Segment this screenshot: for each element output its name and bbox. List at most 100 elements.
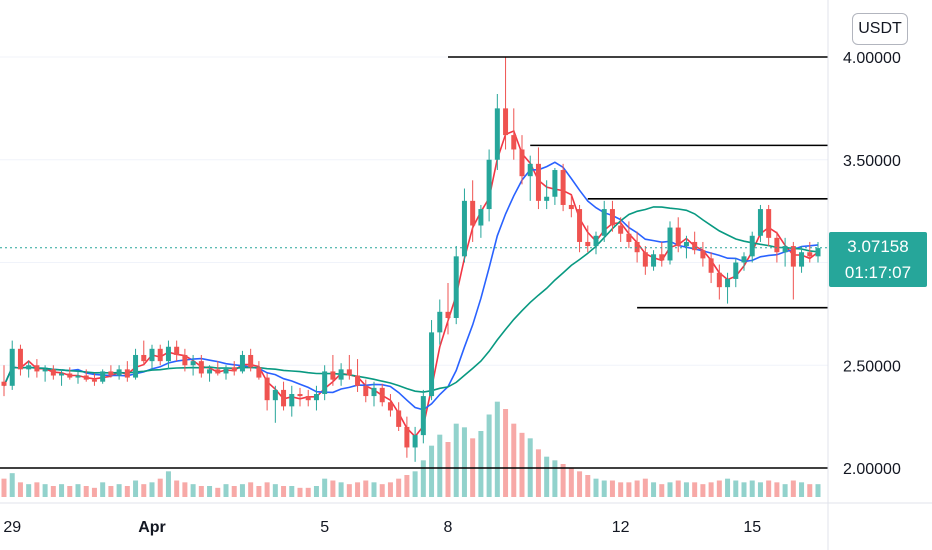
candle-body bbox=[478, 209, 484, 226]
volume-bar bbox=[453, 423, 459, 497]
candle-body bbox=[461, 200, 467, 257]
volume-bar bbox=[782, 484, 788, 497]
volume-bar bbox=[313, 486, 319, 497]
candle-body bbox=[313, 394, 319, 401]
candle-body bbox=[198, 361, 204, 374]
candle-body bbox=[700, 250, 706, 259]
candle-body bbox=[568, 204, 574, 210]
volume-bar bbox=[371, 482, 377, 497]
volume-bars bbox=[1, 401, 821, 497]
volume-bar bbox=[568, 467, 574, 497]
candle-body bbox=[683, 241, 689, 247]
candle-body bbox=[799, 252, 805, 267]
volume-bar bbox=[790, 480, 796, 497]
volume-bar bbox=[124, 486, 130, 497]
candle-body bbox=[782, 246, 788, 253]
candle-body bbox=[17, 348, 23, 370]
volume-bar bbox=[725, 478, 731, 497]
volume-bar bbox=[757, 482, 763, 497]
candle-body bbox=[346, 369, 352, 376]
candle-body bbox=[692, 241, 698, 251]
candle-body bbox=[165, 346, 171, 362]
candle-body bbox=[149, 348, 155, 362]
candle-body bbox=[26, 365, 32, 370]
volume-bar bbox=[322, 478, 328, 497]
currency-selector[interactable]: USDT bbox=[852, 13, 908, 45]
candle-body bbox=[626, 233, 632, 242]
candle-body bbox=[289, 394, 295, 407]
volume-bar bbox=[412, 471, 418, 497]
volume-bar bbox=[272, 484, 278, 497]
volume-bar bbox=[667, 482, 673, 497]
candle-body bbox=[429, 332, 435, 397]
volume-bar bbox=[675, 480, 681, 497]
volume-bar bbox=[503, 409, 509, 497]
candle-body bbox=[535, 163, 541, 201]
time-tick-label: 8 bbox=[444, 519, 453, 536]
candle-body bbox=[593, 235, 599, 247]
volume-bar bbox=[733, 480, 739, 497]
volume-bar bbox=[26, 484, 32, 497]
candle-body bbox=[519, 149, 525, 177]
candle-body bbox=[231, 367, 237, 372]
volume-bar bbox=[50, 486, 56, 497]
volume-bar bbox=[486, 414, 492, 497]
candle-body bbox=[387, 402, 393, 411]
volume-bar bbox=[708, 482, 714, 497]
candle-body bbox=[239, 354, 245, 372]
candle-body bbox=[412, 435, 418, 448]
candle-body bbox=[330, 371, 336, 380]
volume-bar bbox=[651, 482, 657, 497]
volume-bar bbox=[248, 482, 254, 497]
volume-bar bbox=[807, 484, 813, 497]
candle-body bbox=[420, 396, 426, 436]
candle-body bbox=[59, 373, 65, 376]
candle-body bbox=[766, 209, 772, 238]
volume-bar bbox=[618, 482, 624, 497]
volume-bar bbox=[215, 487, 221, 497]
candle-body bbox=[560, 170, 566, 205]
time-tick-label: 5 bbox=[320, 519, 329, 536]
candle-body bbox=[494, 108, 500, 160]
time-tick-label: Apr bbox=[138, 519, 166, 536]
candle-body bbox=[182, 354, 188, 366]
candle-body bbox=[67, 373, 73, 378]
volume-bar bbox=[223, 484, 229, 497]
volume-bar bbox=[519, 432, 525, 497]
candle-body bbox=[363, 385, 369, 397]
price-tick-label: 3.50000 bbox=[843, 153, 901, 170]
candle-body bbox=[124, 369, 130, 378]
candle-body bbox=[815, 248, 821, 257]
candles bbox=[1, 57, 821, 462]
volume-bar bbox=[609, 480, 615, 497]
price-tick-label: 2.50000 bbox=[843, 358, 901, 375]
time-tick-label: 15 bbox=[743, 519, 761, 536]
volume-bar bbox=[626, 482, 632, 497]
candle-body bbox=[577, 209, 583, 242]
candle-body bbox=[371, 387, 377, 397]
volume-bar bbox=[716, 480, 722, 497]
volume-bar bbox=[511, 423, 517, 497]
candle-body bbox=[34, 365, 40, 372]
candle-body bbox=[708, 258, 714, 273]
candle-body bbox=[503, 108, 509, 136]
volume-bar bbox=[264, 482, 270, 497]
candle-body bbox=[338, 369, 344, 380]
candle-body bbox=[100, 371, 106, 382]
candle-body bbox=[453, 256, 459, 318]
volume-bar bbox=[642, 478, 648, 497]
price-tick-label: 2.00000 bbox=[843, 461, 901, 478]
volume-bar bbox=[149, 482, 155, 497]
volume-bar bbox=[799, 482, 805, 497]
candle-body bbox=[272, 389, 278, 401]
ma-slow-line bbox=[3, 206, 819, 393]
volume-bar bbox=[593, 478, 599, 497]
volume-bar bbox=[741, 482, 747, 497]
volume-bar bbox=[83, 486, 89, 497]
volume-bar bbox=[692, 482, 698, 497]
candle-body bbox=[50, 369, 56, 376]
volume-bar bbox=[766, 480, 772, 497]
candle-body bbox=[790, 246, 796, 267]
volume-bar bbox=[141, 484, 147, 497]
